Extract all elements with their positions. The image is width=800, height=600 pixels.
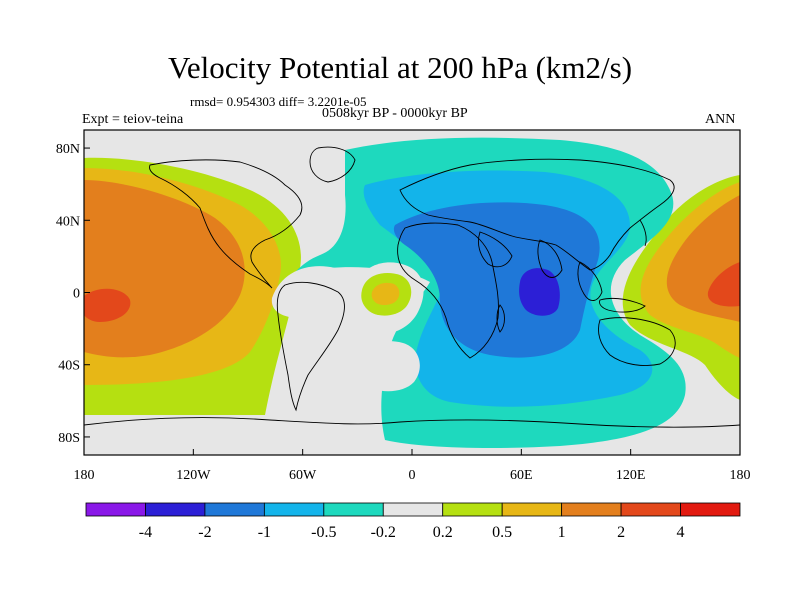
latitude-axis: 80N 40N 0 40S 80S — [56, 142, 90, 446]
coast-africa — [397, 222, 499, 359]
lat-tick-label: 80N — [56, 142, 80, 157]
colorbar: -4 -2 -1 -0.5 -0.2 0.2 0.5 1 2 4 — [85, 502, 741, 541]
contour-south-atlantic-white — [360, 341, 420, 392]
contour-pacific-east-2 — [707, 262, 740, 307]
lon-tick-label: 60W — [289, 468, 317, 483]
coast-india — [537, 239, 563, 278]
coast-japan — [639, 219, 647, 247]
colorbar-label: 1 — [558, 524, 566, 541]
colorbar-label: 0.5 — [492, 524, 512, 541]
colorbar-label: -4 — [139, 524, 152, 541]
coast-madagascar — [496, 304, 505, 333]
contour-pacific-west-2 — [84, 288, 131, 322]
lat-tick-label: 0 — [73, 287, 80, 302]
colorbar-swatch — [263, 502, 325, 517]
contour-field — [84, 130, 740, 455]
lon-tick-label: 60E — [510, 468, 533, 483]
colorbar-swatch — [442, 502, 503, 517]
coast-north-america — [149, 159, 303, 289]
colorbar-label: 0.2 — [433, 524, 453, 541]
experiment-label: Expt = teiov-teina — [82, 112, 184, 127]
colorbar-swatch — [85, 502, 146, 517]
lon-tick-label: 120E — [616, 468, 646, 483]
period-label: 0508kyr BP - 0000kyr BP — [322, 106, 468, 121]
lat-tick-label: 40S — [58, 359, 80, 374]
lon-tick-label: 0 — [409, 468, 416, 483]
coast-se-asia — [577, 261, 603, 301]
colorbar-label: -0.2 — [371, 524, 396, 541]
lon-tick-label: 180 — [730, 468, 751, 483]
colorbar-swatch — [680, 502, 741, 517]
rmsd-diff-label: rmsd= 0.954303 diff= 3.2201e-05 — [190, 94, 367, 109]
colorbar-label: 2 — [617, 524, 625, 541]
colorbar-label: 4 — [677, 524, 685, 541]
coast-greenland — [309, 146, 356, 183]
lat-tick-label: 40N — [56, 214, 80, 229]
colorbar-swatch — [204, 502, 265, 517]
plot-title: Velocity Potential at 200 hPa (km2/s) — [167, 50, 633, 85]
colorbar-swatch — [501, 502, 563, 517]
colorbar-swatch — [323, 502, 384, 517]
coast-indonesia — [599, 297, 646, 313]
colorbar-label: -0.5 — [311, 524, 336, 541]
colorbar-label: -2 — [198, 524, 211, 541]
coast-arabia — [477, 231, 513, 268]
colorbar-swatch — [382, 502, 444, 517]
lon-tick-label: 180 — [74, 468, 95, 483]
coast-south-america — [276, 281, 345, 412]
coast-europe-asia — [399, 158, 675, 271]
season-label: ANN — [705, 112, 736, 127]
colorbar-swatch — [145, 502, 206, 517]
contour-negative-2 — [519, 268, 560, 316]
colorbar-label: -1 — [258, 524, 271, 541]
colorbar-swatch — [620, 502, 681, 517]
contour-negative-1 — [393, 202, 600, 358]
lat-tick-label: 80S — [58, 431, 80, 446]
coast-antarctica — [84, 417, 740, 428]
contour-atlantic-0.5 — [371, 282, 400, 305]
contour-atlantic-white-lobe-north — [271, 266, 356, 318]
longitude-axis: 180 120W 60W 0 60E 120E 180 — [74, 449, 751, 483]
lon-tick-label: 120W — [176, 468, 211, 483]
colorbar-swatch — [561, 502, 622, 517]
coastlines — [84, 146, 740, 428]
coast-australia — [598, 317, 676, 366]
